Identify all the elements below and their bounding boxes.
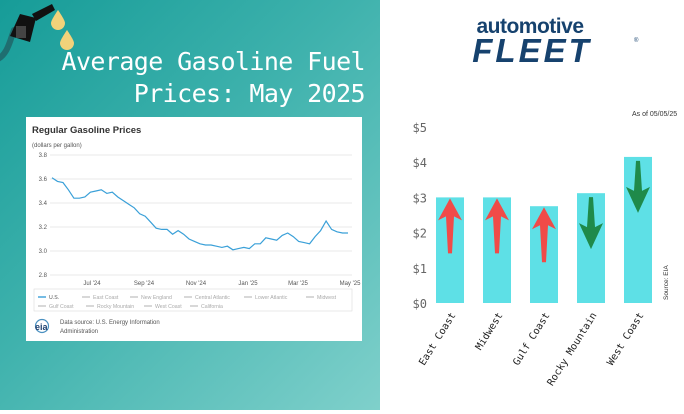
eia-logo-text: eia <box>35 322 49 332</box>
as-of-annotation: As of 05/05/25 <box>632 111 677 118</box>
y-tick-label: $1 <box>413 262 427 276</box>
x-tick-label: Mar '25 <box>288 281 308 287</box>
chart-title: Regular Gasoline Prices <box>32 125 141 136</box>
automotive-fleet-logo: automotive FLEET ® <box>472 15 639 69</box>
trend-up-arrow-icon <box>532 207 556 263</box>
headline: Average Gasoline Fuel Prices: May 2025 <box>20 46 366 110</box>
x-tick-label: Nov '24 <box>186 281 207 287</box>
x-category-label: West Coast <box>605 311 646 368</box>
chart-subtitle: (dollars per gallon) <box>32 143 82 149</box>
legend-entry: California <box>201 304 223 310</box>
y-tick-label: 3.2 <box>39 225 48 231</box>
legend-entry: Gulf Coast <box>49 304 74 310</box>
data-source-line-2: Administration <box>60 329 98 335</box>
x-tick-label: Jan '25 <box>238 281 258 287</box>
legend-entry: Midwest <box>317 295 337 301</box>
bar-chart: automotive FLEET ® As of 05/05/25 $0 $1 $2… <box>413 15 678 388</box>
x-tick-label: Sep '24 <box>134 281 155 287</box>
right-panel: automotive FLEET ® As of 05/05/25 $0 $1 $2… <box>380 0 684 410</box>
logo-word-fleet: FLEET <box>472 32 592 69</box>
logo-word-automotive: automotive <box>476 15 583 38</box>
legend-entry: New England <box>141 295 172 301</box>
legend-entry: Rocky Mountain <box>97 304 134 310</box>
data-source-line-1: Data source: U.S. Energy Information <box>60 320 160 326</box>
eia-logo: eia <box>34 318 50 334</box>
source-label: Source: EIA <box>663 265 670 300</box>
fuel-drop-icon <box>51 10 65 30</box>
trend-up-arrow-icon <box>485 198 509 254</box>
x-category-label: East Coast <box>417 311 458 368</box>
legend-box <box>33 288 353 312</box>
x-category-label: Rocky Mountain <box>546 311 600 388</box>
trend-up-arrow-icon <box>438 198 462 254</box>
y-tick-label: 2.8 <box>39 273 48 279</box>
fuel-pump-nozzle-icon <box>0 4 55 62</box>
legend-entry: U.S. <box>49 295 59 301</box>
legend-entry: East Coast <box>93 295 119 301</box>
legend-entry: Lower Atlantic <box>255 295 288 301</box>
line-chart: Regular Gasoline Prices (dollars per gal… <box>32 125 361 335</box>
trend-down-arrow-icon <box>626 160 650 213</box>
y-tick-label: 3.0 <box>39 249 48 255</box>
y-tick-label: $5 <box>413 121 427 135</box>
x-tick-label: May '25 <box>340 281 361 287</box>
y-tick-label: 3.4 <box>39 201 48 207</box>
y-tick-label: 3.8 <box>39 153 48 159</box>
series-line-us <box>51 177 348 251</box>
logo-registered-mark: ® <box>634 37 639 44</box>
legend-entry: West Coast <box>155 304 182 310</box>
y-tick-label: $2 <box>413 227 427 241</box>
headline-line-2: Prices: May 2025 <box>133 79 366 108</box>
y-tick-label: $4 <box>413 156 427 170</box>
left-panel: Average Gasoline Fuel Prices: May 2025 R… <box>0 0 380 410</box>
x-category-label: Gulf Coast <box>511 311 552 368</box>
headline-line-1: Average Gasoline Fuel <box>61 47 366 76</box>
legend-entry: Central Atlantic <box>195 295 230 301</box>
y-tick-label: $3 <box>413 191 427 205</box>
y-tick-label: $0 <box>413 297 427 311</box>
x-tick-label: Jul '24 <box>83 281 101 287</box>
eia-chart-card: Regular Gasoline Prices (dollars per gal… <box>26 117 362 341</box>
fuel-drop-icon <box>60 30 74 50</box>
x-category-label: Midwest <box>474 311 506 353</box>
y-tick-label: 3.6 <box>39 177 48 183</box>
trend-down-arrow-icon <box>579 197 603 250</box>
